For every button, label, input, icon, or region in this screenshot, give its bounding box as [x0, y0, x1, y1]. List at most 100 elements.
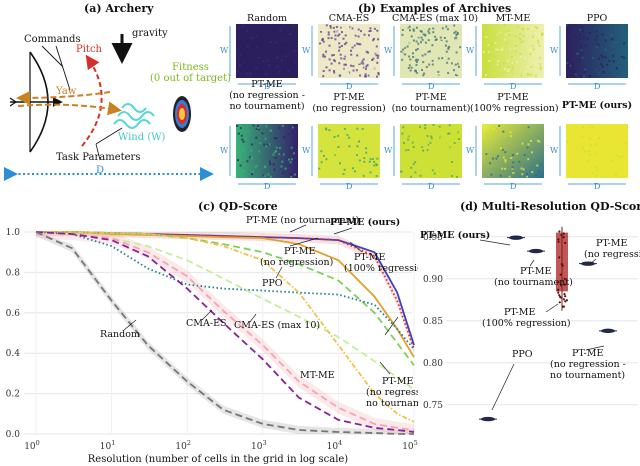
archive-axes [229, 26, 296, 85]
archive-label: CMA-ES [328, 13, 370, 24]
archive-axis-w: W [302, 46, 311, 55]
y-tick-label: 0.80 [423, 359, 443, 369]
archive-axes [311, 126, 378, 185]
annotation-nn: PT-ME [572, 348, 603, 359]
archive-axes [229, 126, 296, 185]
annotation-nt: PT-ME [520, 266, 551, 277]
commands-label: Commands [24, 34, 81, 45]
annotation-pointer [479, 239, 511, 246]
archive-label-line: PT-ME [251, 79, 283, 90]
archive-axis-w: W [220, 146, 229, 155]
annotation-nn-3: no tournament) [550, 370, 625, 381]
archive-tile-ppo [566, 24, 628, 78]
archive-label-line: (100% regression) [470, 103, 559, 114]
sample-point [557, 238, 560, 241]
archive-axis-w: W [466, 46, 475, 55]
annotation-pointer [333, 227, 353, 235]
sample-point [559, 273, 562, 276]
archive-axis-w: W [220, 46, 229, 55]
archive-label: PT-ME (no regression - no tournament) [224, 79, 310, 112]
y-tick-label: 0.75 [423, 401, 443, 411]
sample-point [558, 301, 561, 304]
annotation-pointer [545, 303, 559, 313]
fitness-title: Fitness [172, 62, 209, 73]
sample-point [562, 236, 565, 239]
archive-axis-d: D [428, 82, 435, 91]
confidence-band [36, 232, 414, 434]
y-tick-label: 0.2 [6, 390, 20, 400]
archive-axes [559, 26, 626, 85]
y-tick-label: 0.0 [6, 430, 21, 440]
sample-point [563, 293, 566, 296]
sample-point [560, 296, 563, 299]
archive-label: PT-ME (ours) [554, 100, 640, 111]
sample-point [561, 264, 564, 267]
archive-label-line: PT-ME (ours) [561, 100, 633, 111]
sample-point [562, 305, 565, 308]
sample-point [564, 300, 567, 303]
annotation-nn-2: (no regression - [366, 387, 418, 398]
series-line-cma-es [35, 231, 415, 433]
annotation-nt-2: (no tournament) [494, 277, 573, 288]
annotation-pointer [384, 316, 399, 336]
sample-point [560, 284, 563, 287]
sample-point [565, 299, 568, 302]
archive-tile-ptme_nn [236, 124, 298, 178]
archive-axis-d: D [594, 82, 601, 91]
annotation-ppo: PPO [512, 349, 533, 360]
sample-point [558, 256, 561, 259]
gravity-label: gravity [132, 28, 168, 39]
annotation-nn-3: no tournament) [366, 398, 418, 409]
sample-point [557, 288, 560, 291]
annotation-no-tournament: PT-ME (no tournament) [246, 215, 359, 226]
annotation-pointer [275, 266, 283, 279]
archive-axes [393, 126, 460, 185]
annotation-pointer [123, 319, 137, 331]
archive-axis-d: D [346, 82, 353, 91]
archive-label: PT-ME (100% regression) [470, 92, 559, 114]
archive-label: CMA-ES (max 10) [392, 13, 479, 24]
y-tick-label: 0.90 [423, 275, 443, 285]
sample-point [563, 277, 566, 280]
pitch-arc [81, 54, 103, 147]
y-tick-label: 1.0 [6, 228, 21, 238]
panel-a-title: (a) Archery [84, 2, 154, 15]
archive-label-line: PT-ME [333, 92, 365, 103]
annotation-pointer [201, 309, 213, 321]
archive-axis-d: D [510, 82, 517, 91]
archive-axis-w: W [384, 46, 393, 55]
archive-tile-random [236, 24, 298, 78]
y-tick-label: 0.6 [6, 309, 21, 319]
sample-point [560, 233, 563, 237]
archive-axis-d: D [264, 82, 271, 91]
sample-point [564, 295, 567, 298]
sample-point [563, 283, 567, 286]
archive-axes [475, 126, 542, 185]
fitness-note: (0 out of target) [150, 73, 232, 84]
archive-label: Random [247, 13, 287, 24]
archive-axis-w: W [550, 46, 559, 55]
annotation-ppo: PPO [262, 278, 283, 289]
series-line-ppo [35, 231, 415, 350]
archive-axis-w: W [466, 146, 475, 155]
annotation-pointer [289, 237, 319, 247]
archive-axes [559, 126, 626, 185]
y-tick-label: 0.8 [6, 268, 21, 278]
sample-point [557, 291, 560, 294]
panel-c-title: (c) QD-Score [198, 200, 278, 213]
annotation-cmaes10: CMA-ES (max 10) [234, 320, 320, 331]
annotation-nn: PT-ME [382, 376, 413, 387]
annotation-full-regression-2: (100% regression) [344, 263, 418, 274]
archive-label-line: (no tournament) [391, 103, 471, 114]
annotation-nr-2: (no regression) [584, 249, 640, 260]
archive-axis-w: W [302, 146, 311, 155]
archive-label-line: PT-ME [415, 92, 447, 103]
archive-axis-d: D [510, 182, 517, 191]
sample-point [557, 240, 560, 243]
archive-axis-d: D [594, 182, 601, 191]
panel-d-title: (d) Multi-Resolution QD-Score [460, 200, 640, 213]
fitness-label: Fitness (0 out of target) [150, 62, 231, 84]
archive-label-line: no tournament) [229, 101, 305, 112]
annotation-pointer [289, 224, 307, 233]
